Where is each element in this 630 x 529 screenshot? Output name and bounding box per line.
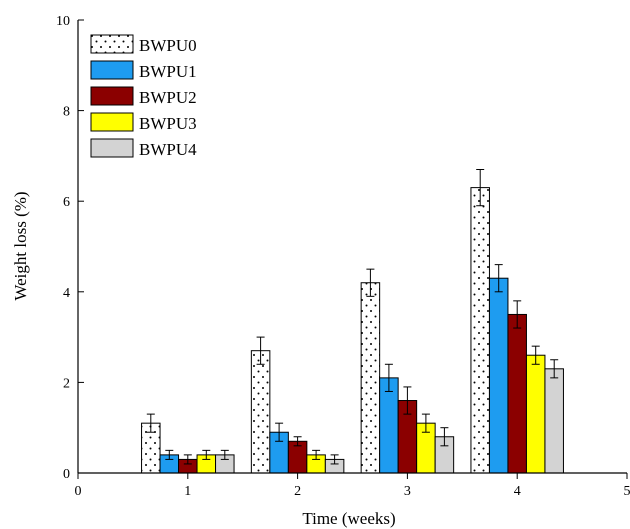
y-tick-label: 8: [63, 105, 70, 120]
y-axis-title: Weight loss (%): [11, 191, 30, 300]
legend: BWPU0 BWPU1 BWPU2 BWPU3 BWPU4: [90, 34, 197, 159]
legend-label-bwpu1: BWPU1: [139, 62, 197, 81]
legend-swatch-bwpu0: [90, 34, 134, 54]
legend-swatch-bwpu3: [90, 112, 134, 132]
axes-layer: 0 2 4 6 8 10 0 1 2 3 4 5: [56, 14, 630, 499]
legend-label-bwpu3: BWPU3: [139, 114, 197, 133]
y-tick-label: 2: [63, 376, 70, 391]
bar-bwpu0-week-4: [470, 187, 490, 474]
x-tick-label: 0: [75, 484, 82, 499]
legend-swatch-bwpu4: [90, 138, 134, 158]
x-tick-label: 1: [184, 484, 191, 499]
x-tick-label: 2: [294, 484, 301, 499]
bar-bwpu1-week-3: [379, 377, 399, 474]
bar-bwpu1-week-4: [488, 277, 509, 474]
x-tick-label: 5: [624, 484, 630, 499]
bar-bwpu4-week-4: [544, 368, 564, 474]
legend-swatch-bwpu1: [90, 60, 134, 80]
legend-swatch-bwpu2: [90, 86, 134, 106]
legend-label-bwpu0: BWPU0: [139, 36, 197, 55]
bar-bwpu3-week-4: [525, 354, 546, 474]
bars-layer: [141, 187, 564, 474]
legend-label-bwpu4: BWPU4: [139, 140, 197, 159]
y-tick-label: 10: [56, 14, 70, 29]
bar-bwpu0-week-3: [360, 282, 381, 474]
legend-label-bwpu2: BWPU2: [139, 88, 197, 107]
x-tick-label: 4: [514, 484, 521, 499]
y-tick-label: 0: [63, 467, 70, 482]
error-bars-layer: [146, 168, 559, 465]
bar-bwpu2-week-4: [507, 313, 527, 474]
x-axis-title: Time (weeks): [302, 509, 395, 528]
bar-bwpu0-week-2: [250, 350, 271, 474]
x-tick-label: 3: [404, 484, 411, 499]
y-tick-label: 4: [63, 286, 70, 301]
y-tick-label: 6: [63, 195, 70, 210]
